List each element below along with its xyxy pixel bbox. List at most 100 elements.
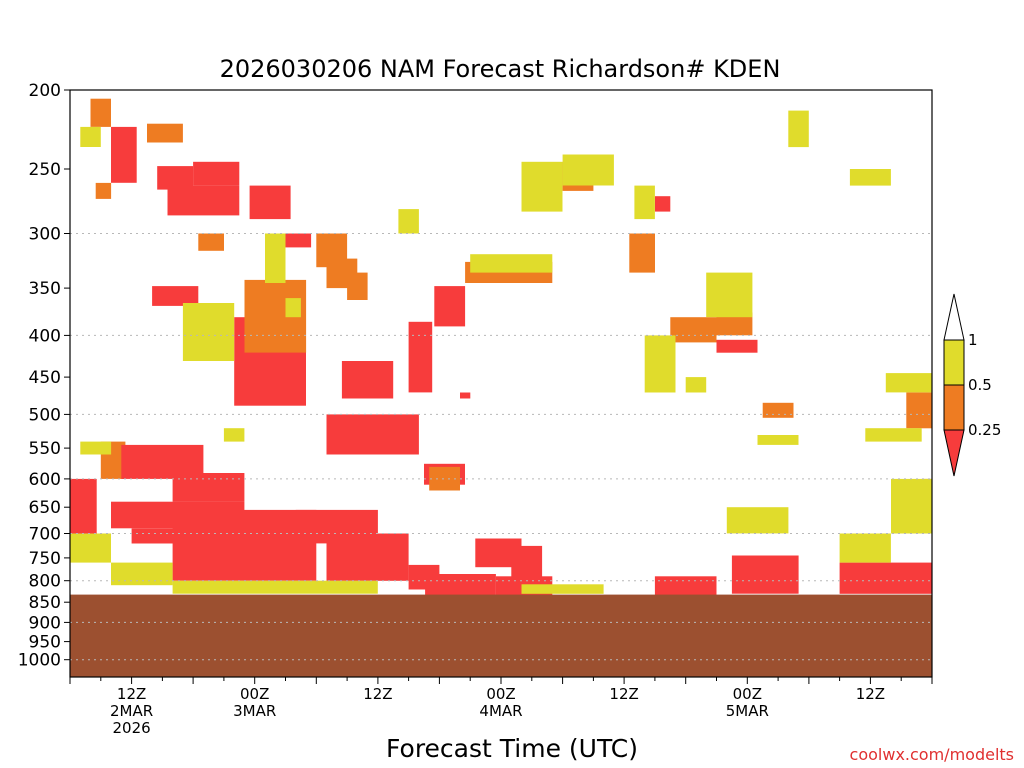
ri-cell-r (654, 196, 671, 212)
ri-cell-r (460, 392, 471, 399)
x-tick-label: 4MAR (479, 702, 522, 720)
ri-cell-r (511, 545, 543, 581)
ri-cell-r (326, 533, 409, 581)
colorbar-bin-0.5-1 (943, 339, 965, 386)
y-tick-label: 500 (29, 405, 61, 425)
chart-title: 2026030206 NAM Forecast Richardson# KDEN (220, 55, 781, 83)
colorbar-label: 0.25 (968, 421, 1001, 439)
terrain-layer (70, 594, 932, 677)
ri-cell-y (80, 441, 112, 455)
y-tick-label: 600 (29, 470, 61, 490)
y-tick-label: 750 (29, 549, 61, 569)
ri-cell-r (654, 576, 717, 596)
ri-cell-o (906, 392, 932, 429)
credit-text[interactable]: coolwx.com/modelts (850, 745, 1014, 764)
ri-cell-y (706, 272, 753, 318)
y-tick-label: 950 (29, 633, 61, 653)
x-tick-label: 12Z (117, 685, 146, 703)
ri-cell-o (90, 98, 111, 127)
ri-cell-y (885, 373, 932, 393)
ri-cell-r (249, 185, 291, 220)
ri-cell-o (762, 402, 794, 418)
x-tick-label: 00Z (240, 685, 269, 703)
ri-cell-y (891, 478, 932, 534)
ri-cell-r (172, 509, 317, 581)
colorbar-label: 1 (968, 331, 978, 349)
x-tick-label: 12Z (856, 685, 885, 703)
ri-cell-o (326, 258, 358, 289)
ri-cell-r (408, 321, 433, 393)
y-tick-label: 550 (29, 439, 61, 459)
y-axis: 200 250 300 350 400 450 500 550 600 650 700 750 8008… (18, 81, 70, 671)
ri-cell-y (398, 209, 419, 234)
ri-cell-y (788, 110, 809, 148)
ri-cell-y (726, 507, 789, 534)
y-tick-label: 700 (29, 525, 61, 545)
ri-cell-y (111, 562, 173, 586)
y-tick-label: 1000 (18, 651, 61, 671)
ri-cell-y (757, 435, 799, 445)
ri-cell-y (70, 533, 111, 563)
x-tick-label: 00Z (733, 685, 762, 703)
ri-cell-o (629, 233, 655, 273)
ri-cell-r (341, 361, 394, 399)
y-tick-label: 800 (29, 572, 61, 592)
ri-cell-y (172, 580, 378, 594)
x-tick-label: 2026 (113, 719, 151, 737)
ri-cell-y (223, 428, 245, 442)
ri-cell-o (429, 466, 460, 491)
ri-cell-y (80, 126, 101, 147)
ri-cell-y (634, 185, 655, 220)
ri-cell-y (265, 233, 286, 283)
colorbar-bin-above-1 (943, 293, 965, 341)
y-tick-label: 450 (29, 368, 61, 388)
x-tick-label: 3MAR (233, 702, 276, 720)
ri-cell-y (521, 161, 563, 212)
y-tick-label: 650 (29, 498, 61, 518)
ri-cell-y (521, 584, 604, 594)
y-tick-label: 200 (29, 81, 61, 101)
ri-cell-o (670, 317, 717, 343)
terrain-fill (70, 594, 932, 677)
x-axis-label: Forecast Time (UTC) (386, 734, 638, 763)
ri-cell-y (849, 169, 891, 186)
ri-cell-y (285, 298, 301, 318)
y-tick-label: 300 (29, 225, 61, 245)
ri-cell-r (326, 414, 419, 455)
y-tick-label: 350 (29, 279, 61, 299)
ri-cell-r (731, 555, 799, 594)
ri-cell-y (865, 428, 922, 442)
ri-cell-r (434, 286, 466, 327)
ri-cell-y (839, 533, 891, 563)
ri-cell-r (157, 166, 194, 190)
ri-cell-r (111, 126, 137, 183)
ri-cell-o (147, 123, 183, 143)
ri-cell-r (152, 286, 199, 306)
x-tick-label: 5MAR (726, 702, 769, 720)
ri-cell-o (198, 233, 224, 251)
ri-cell-r (167, 185, 240, 216)
ri-cell-y (685, 377, 707, 393)
x-tick-label: 00Z (486, 685, 515, 703)
x-tick-label: 12Z (363, 685, 392, 703)
ri-cell-r (193, 161, 240, 186)
ri-cell-y (644, 335, 676, 393)
ri-cell-y (182, 303, 235, 361)
ri-cell-r (839, 562, 932, 594)
y-tick-label: 250 (29, 160, 61, 180)
colorbar-label: 0.5 (968, 376, 992, 394)
ri-cell-r (425, 574, 496, 596)
y-tick-label: 900 (29, 613, 61, 633)
colorbar-bin-below-0.25 (943, 429, 965, 477)
colorbar: 1 0.5 0.25 (943, 293, 1001, 477)
ri-cell-o (716, 312, 753, 336)
x-tick-label: 2MAR (110, 702, 153, 720)
x-tick-label: 12Z (609, 685, 638, 703)
colorbar-bin-0.25-0.5 (943, 384, 965, 431)
ri-cell-r (172, 473, 245, 502)
ri-cell-o (95, 182, 112, 199)
ri-cell-r (70, 478, 97, 536)
y-tick-label: 400 (29, 326, 61, 346)
